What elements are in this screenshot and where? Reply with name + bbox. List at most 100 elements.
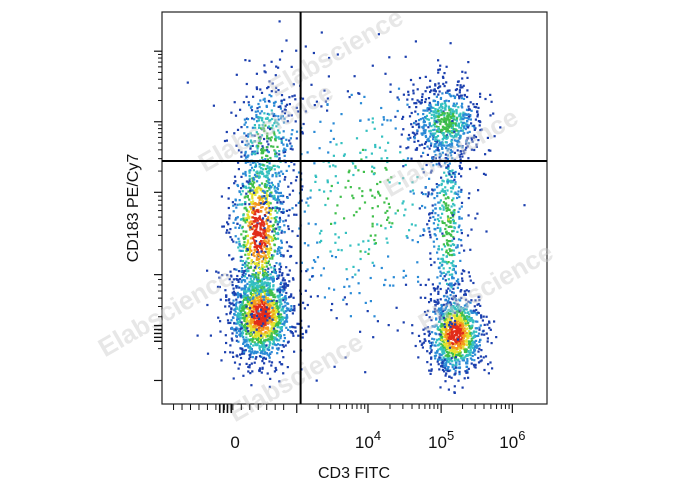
event-dot (295, 137, 298, 140)
event-dot (256, 250, 259, 253)
event-dot (256, 262, 259, 265)
event-dot (261, 251, 264, 254)
event-dot (246, 277, 249, 280)
event-dot (225, 295, 228, 298)
event-dot (253, 335, 256, 338)
event-dot (253, 212, 256, 215)
event-dot (451, 110, 455, 113)
event-dot (445, 344, 448, 347)
event-dot (438, 320, 441, 323)
event-dot (280, 320, 283, 323)
event-dot (309, 295, 312, 298)
event-dot (255, 258, 258, 261)
event-dot (428, 147, 431, 150)
event-dot (449, 151, 452, 154)
event-dot (447, 147, 450, 151)
event-dot (277, 312, 280, 316)
event-dot (232, 316, 235, 319)
event-dot (456, 133, 459, 136)
event-dot (442, 350, 445, 353)
event-dot (452, 185, 455, 188)
event-dot (247, 186, 250, 189)
event-dot (446, 317, 449, 320)
event-dot (453, 316, 456, 319)
event-dot (414, 110, 417, 113)
event-dot (266, 160, 269, 164)
event-dot (339, 195, 342, 198)
event-dot (428, 85, 431, 88)
event-dot (260, 332, 263, 335)
event-dot (282, 255, 285, 258)
event-dot (410, 123, 413, 126)
event-dot (306, 268, 309, 271)
event-dot (259, 218, 262, 221)
event-dot (373, 196, 376, 199)
event-dot (428, 230, 431, 233)
event-dot (430, 133, 433, 136)
event-dot (465, 142, 468, 145)
event-dot (455, 110, 458, 113)
event-dot (435, 301, 438, 304)
event-dot (463, 356, 466, 359)
event-dot (271, 270, 274, 274)
event-dot (489, 114, 492, 117)
event-dot (260, 234, 263, 238)
event-dot (454, 323, 457, 326)
event-dot (260, 110, 263, 113)
event-dot (290, 307, 293, 310)
event-dot (274, 366, 277, 370)
event-dot (441, 128, 444, 131)
event-dot (440, 144, 443, 147)
event-dot (227, 187, 230, 190)
event-dot (437, 93, 440, 96)
event-dot (422, 125, 425, 128)
event-dot (246, 220, 249, 223)
event-dot (421, 95, 424, 98)
event-dot (221, 225, 224, 228)
event-dot (242, 214, 245, 217)
event-dot (282, 356, 285, 359)
event-dot (424, 327, 427, 330)
event-dot (254, 331, 257, 334)
event-dot (451, 314, 454, 317)
event-dot (284, 219, 287, 222)
event-dot (452, 202, 455, 206)
event-dot (244, 317, 248, 320)
event-dot (251, 222, 254, 225)
event-dot (241, 273, 244, 276)
event-dot (258, 344, 261, 347)
event-dot (422, 126, 425, 129)
event-dot (446, 189, 449, 192)
event-dot (313, 104, 316, 107)
event-dot (443, 344, 447, 347)
event-dot (452, 307, 455, 310)
event-dot (460, 205, 463, 208)
event-dot (441, 138, 444, 141)
event-dot (258, 257, 261, 261)
event-dot (261, 343, 264, 347)
event-dot (243, 316, 246, 319)
event-dot (257, 317, 261, 320)
event-dot (442, 180, 445, 183)
event-dot (248, 350, 251, 353)
event-dot (255, 234, 258, 237)
event-dot (273, 250, 276, 253)
event-dot (466, 95, 469, 99)
event-dot (457, 339, 461, 342)
event-dot (246, 282, 249, 285)
event-dot (272, 302, 275, 305)
event-dot (241, 305, 244, 308)
event-dot (278, 318, 281, 321)
event-dot (399, 151, 402, 154)
event-dot (459, 150, 462, 153)
event-dot (433, 354, 436, 358)
event-dot (225, 139, 228, 142)
event-dot (424, 109, 427, 112)
event-dot (251, 117, 254, 120)
event-dot (248, 198, 251, 201)
event-dot (253, 304, 256, 307)
event-dot (261, 149, 264, 152)
event-dot (441, 349, 444, 352)
event-dot (267, 312, 270, 315)
event-dot (318, 147, 321, 150)
